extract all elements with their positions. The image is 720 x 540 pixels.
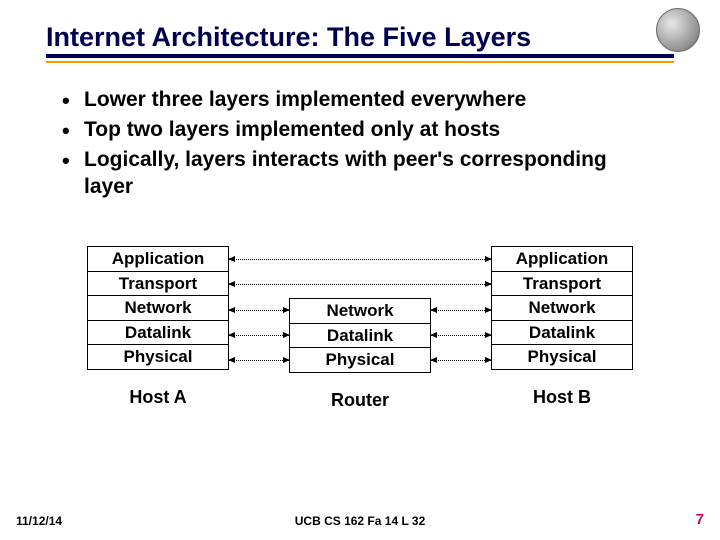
footer-page-number: 7 (696, 511, 704, 528)
peer-connection (229, 310, 289, 311)
layer-cell: Physical (491, 344, 633, 370)
peer-connection (431, 360, 491, 361)
layers-diagram: Application Transport Network Datalink P… (0, 246, 720, 466)
layer-cell: Application (87, 246, 229, 272)
bullet-item: Logically, layers interacts with peer's … (60, 147, 660, 201)
layer-cell: Network (491, 295, 633, 321)
layer-cell: Network (87, 295, 229, 321)
layer-cell: Datalink (87, 320, 229, 346)
stack-label: Host B (491, 387, 633, 408)
title-underline (46, 54, 674, 58)
layer-cell: Transport (87, 271, 229, 297)
layer-cell: Application (491, 246, 633, 272)
layer-cell: Datalink (491, 320, 633, 346)
peer-connection (229, 360, 289, 361)
stack-label: Host A (87, 387, 229, 408)
stack-host-a: Application Transport Network Datalink P… (87, 246, 229, 408)
layer-cell: Physical (87, 344, 229, 370)
stack-label: Router (289, 390, 431, 411)
layer-cell: Network (289, 298, 431, 324)
footer-center: UCB CS 162 Fa 14 L 32 (0, 514, 720, 528)
title-orange-rule (46, 61, 674, 64)
bullet-item: Lower three layers implemented everywher… (60, 87, 660, 114)
slide-title: Internet Architecture: The Five Layers (46, 22, 674, 53)
peer-connection (229, 335, 289, 336)
stack-host-b: Application Transport Network Datalink P… (491, 246, 633, 408)
peer-connection (431, 310, 491, 311)
stack-router: Network Datalink Physical Router (289, 298, 431, 411)
layer-cell: Physical (289, 347, 431, 373)
title-area: Internet Architecture: The Five Layers (0, 0, 720, 53)
bullet-list: Lower three layers implemented everywher… (0, 53, 720, 201)
bullet-item: Top two layers implemented only at hosts (60, 117, 660, 144)
peer-connection (431, 335, 491, 336)
peer-connection (229, 259, 491, 260)
layer-cell: Datalink (289, 323, 431, 349)
layer-cell: Transport (491, 271, 633, 297)
peer-connection (229, 284, 491, 285)
